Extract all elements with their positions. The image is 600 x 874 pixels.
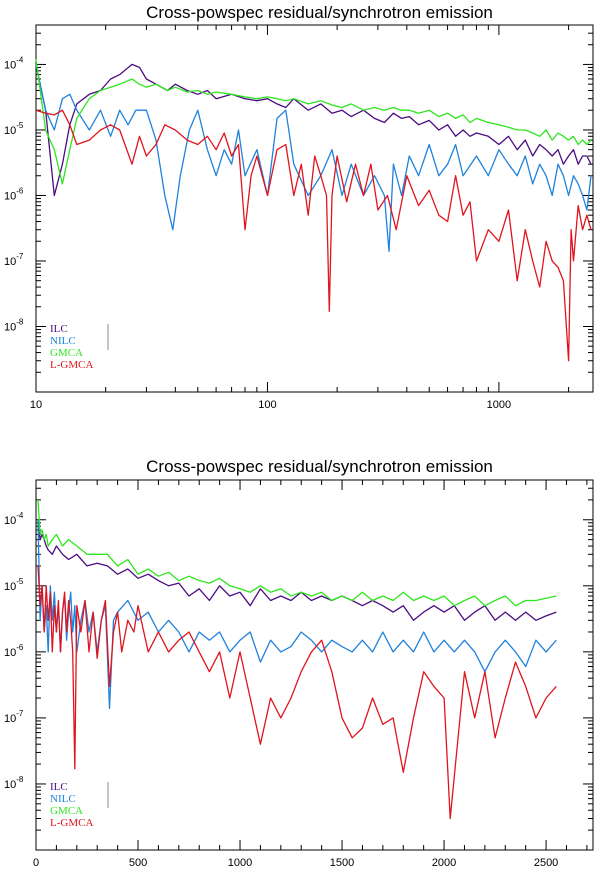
y-tick-label: 10-4 (4, 55, 24, 71)
y-tick-label: 10-8 (4, 775, 24, 791)
x-tick-label: 2000 (432, 857, 456, 869)
series-line-l-gmca (35, 109, 592, 362)
x-tick-label: 0 (33, 857, 39, 869)
y-tick-label: 10-7 (4, 709, 24, 725)
series-line-nilc (37, 519, 557, 709)
y-tick-label: 10-6 (4, 186, 24, 202)
y-tick-label: 10-7 (4, 252, 24, 268)
legend-entry-nilc: NILC (50, 335, 76, 347)
legend-entry-l-gmca: L-GMCA (50, 359, 93, 371)
y-tick-label: 10-8 (4, 317, 24, 333)
plot-frame (35, 479, 594, 851)
x-tick-label: 1500 (330, 857, 354, 869)
chart-title: Cross-powspec residual/synchrotron emiss… (146, 3, 493, 22)
chart-title: Cross-powspec residual/synchrotron emiss… (146, 457, 493, 476)
series-line-gmca (37, 499, 557, 607)
legend-entry-nilc: NILC (50, 793, 76, 805)
series-line-ilc (37, 519, 557, 621)
y-tick-label: 10-5 (4, 121, 24, 137)
x-tick-label: 10 (30, 399, 42, 411)
series-line-ilc (35, 63, 592, 197)
x-tick-label: 500 (129, 857, 147, 869)
y-tick-label: 10-4 (4, 511, 24, 527)
x-tick-label: 100 (258, 399, 276, 411)
x-tick-label: 1000 (228, 857, 252, 869)
series-line-l-gmca (37, 565, 557, 820)
y-tick-label: 10-5 (4, 577, 24, 593)
x-tick-label: 1000 (487, 399, 511, 411)
series-line-gmca (35, 59, 592, 185)
chart-1: Cross-powspec residual/synchrotron emiss… (4, 3, 594, 411)
legend-entry-gmca: GMCA (50, 347, 83, 359)
legend-entry-l-gmca: L-GMCA (50, 817, 93, 829)
plot-frame (35, 24, 594, 393)
legend-entry-ilc: ILC (50, 781, 68, 793)
legend-entry-ilc: ILC (50, 323, 68, 335)
legend-entry-gmca: GMCA (50, 805, 83, 817)
series-line-nilc (35, 64, 592, 253)
chart-2: Cross-powspec residual/synchrotron emiss… (4, 457, 594, 869)
x-tick-label: 2500 (534, 857, 558, 869)
y-tick-label: 10-6 (4, 643, 24, 659)
